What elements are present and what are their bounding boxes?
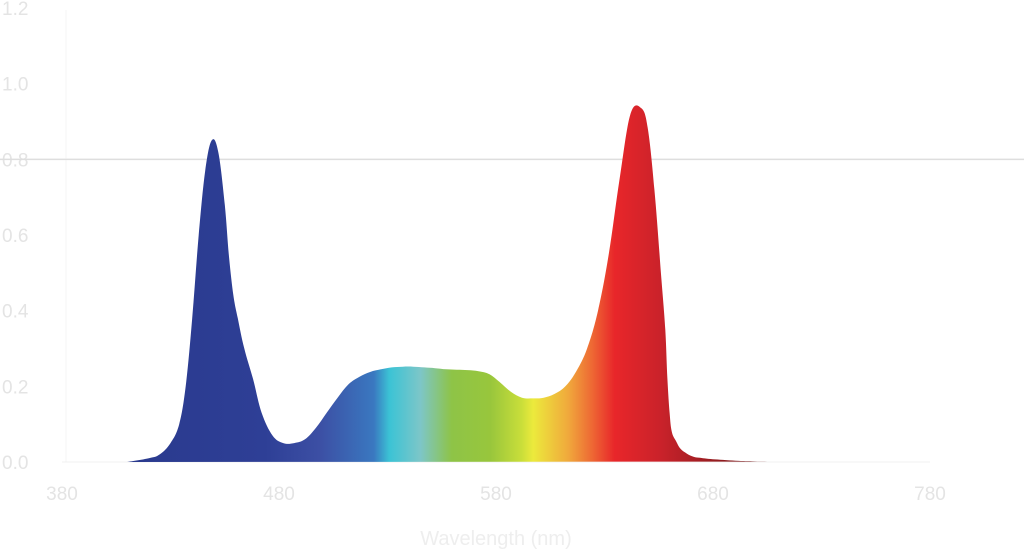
y-axis: 0.0 0.2 0.4 0.6 0.8 1.0 1.2 [2, 0, 67, 474]
x-axis: 380 480 580 680 780 [46, 461, 946, 505]
x-axis-title: Wavelength (nm) [420, 528, 572, 550]
x-tick-label: 780 [914, 484, 946, 505]
spectrum-area [127, 105, 768, 463]
x-tick-label: 480 [263, 484, 295, 505]
x-tick-label: 380 [46, 484, 78, 505]
y-tick-label: 0.2 [2, 377, 28, 398]
x-tick-label: 580 [480, 484, 512, 505]
y-tick-label: 0.4 [2, 302, 29, 323]
y-tick-label: 0.6 [2, 226, 28, 247]
y-tick-label: 0.8 [2, 150, 28, 171]
y-tick-label: 0.0 [2, 453, 28, 474]
x-tick-label: 680 [697, 484, 729, 505]
y-tick-label: 1.0 [2, 75, 28, 96]
y-tick-label: 1.2 [2, 0, 28, 20]
